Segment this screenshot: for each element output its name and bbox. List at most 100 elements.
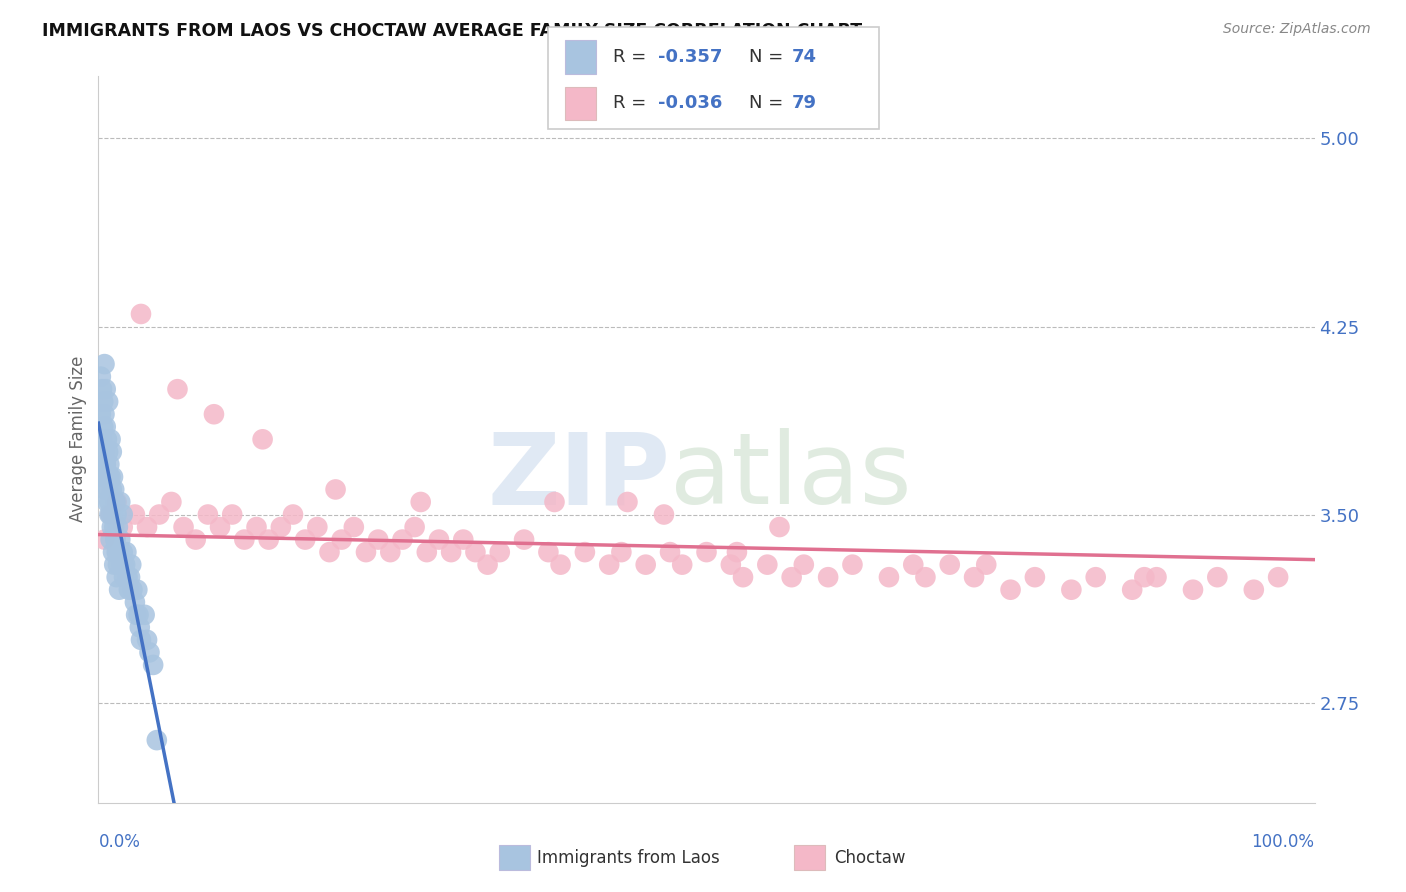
Point bbox=[1133, 570, 1156, 584]
Point bbox=[1243, 582, 1265, 597]
Point bbox=[841, 558, 863, 572]
Point bbox=[173, 520, 195, 534]
Text: Source: ZipAtlas.com: Source: ZipAtlas.com bbox=[1223, 22, 1371, 37]
Point bbox=[550, 558, 572, 572]
Point bbox=[1146, 570, 1168, 584]
Point bbox=[118, 582, 141, 597]
Point bbox=[96, 433, 118, 447]
Point bbox=[914, 570, 936, 584]
Point bbox=[94, 382, 117, 396]
Point bbox=[1121, 582, 1143, 597]
Point bbox=[89, 470, 111, 484]
Point bbox=[391, 533, 413, 547]
Point bbox=[616, 495, 638, 509]
Point bbox=[97, 470, 120, 484]
Point bbox=[367, 533, 389, 547]
Point bbox=[543, 495, 565, 509]
Point bbox=[294, 533, 316, 547]
Point bbox=[202, 407, 225, 421]
Point bbox=[97, 483, 120, 497]
Text: -0.357: -0.357 bbox=[658, 48, 723, 66]
Point bbox=[634, 558, 657, 572]
Point bbox=[98, 508, 121, 522]
Point bbox=[725, 545, 748, 559]
Point bbox=[404, 520, 426, 534]
Point bbox=[108, 545, 131, 559]
Point bbox=[101, 470, 124, 484]
Point bbox=[93, 357, 115, 371]
Point bbox=[330, 533, 353, 547]
Point bbox=[90, 369, 112, 384]
Text: 74: 74 bbox=[792, 48, 817, 66]
Point bbox=[101, 483, 124, 497]
Point bbox=[91, 394, 114, 409]
Point bbox=[1206, 570, 1229, 584]
Point bbox=[104, 533, 127, 547]
Point bbox=[117, 570, 139, 584]
Point bbox=[104, 495, 127, 509]
Point bbox=[93, 445, 115, 459]
Point bbox=[440, 545, 463, 559]
Point bbox=[112, 570, 135, 584]
Point bbox=[108, 582, 131, 597]
Point bbox=[103, 483, 125, 497]
Point bbox=[100, 508, 122, 522]
Point bbox=[118, 570, 141, 584]
Point bbox=[477, 558, 499, 572]
Point bbox=[974, 558, 997, 572]
Point bbox=[101, 445, 124, 459]
Point bbox=[166, 382, 188, 396]
Point bbox=[111, 508, 134, 522]
Point bbox=[104, 533, 127, 547]
Point bbox=[720, 558, 742, 572]
Text: atlas: atlas bbox=[671, 428, 911, 525]
Point bbox=[101, 508, 124, 522]
Point bbox=[91, 382, 114, 396]
Point bbox=[343, 520, 366, 534]
Point bbox=[91, 433, 114, 447]
Point bbox=[93, 483, 115, 497]
Point bbox=[110, 533, 132, 547]
Point bbox=[1084, 570, 1107, 584]
Point bbox=[184, 533, 207, 547]
Point bbox=[111, 558, 134, 572]
Point bbox=[270, 520, 292, 534]
Point bbox=[245, 520, 267, 534]
Point bbox=[963, 570, 986, 584]
Point bbox=[105, 570, 128, 584]
Point bbox=[134, 607, 156, 622]
Point bbox=[325, 483, 347, 497]
Y-axis label: Average Family Size: Average Family Size bbox=[69, 356, 87, 523]
Point bbox=[464, 545, 486, 559]
Point bbox=[598, 558, 620, 572]
Point bbox=[136, 632, 159, 647]
Point bbox=[93, 533, 115, 547]
Point bbox=[307, 520, 329, 534]
Point bbox=[136, 520, 159, 534]
Point bbox=[100, 533, 122, 547]
Text: 79: 79 bbox=[792, 95, 817, 112]
Point bbox=[124, 595, 146, 609]
Text: 100.0%: 100.0% bbox=[1251, 833, 1315, 851]
Point bbox=[128, 607, 150, 622]
Point bbox=[252, 433, 274, 447]
Point bbox=[101, 520, 124, 534]
Point bbox=[939, 558, 962, 572]
Point bbox=[100, 470, 122, 484]
Point bbox=[1267, 570, 1289, 584]
Point bbox=[780, 570, 803, 584]
Point bbox=[103, 520, 125, 534]
Point bbox=[91, 419, 114, 434]
Point bbox=[103, 558, 125, 572]
Text: N =: N = bbox=[749, 95, 789, 112]
Text: Choctaw: Choctaw bbox=[834, 849, 905, 867]
Point bbox=[94, 458, 117, 472]
Point bbox=[488, 545, 510, 559]
Point bbox=[120, 558, 142, 572]
Point bbox=[793, 558, 815, 572]
Point bbox=[160, 495, 183, 509]
Point bbox=[124, 508, 146, 522]
Point bbox=[93, 407, 115, 421]
Point bbox=[105, 508, 128, 522]
Point bbox=[610, 545, 633, 559]
